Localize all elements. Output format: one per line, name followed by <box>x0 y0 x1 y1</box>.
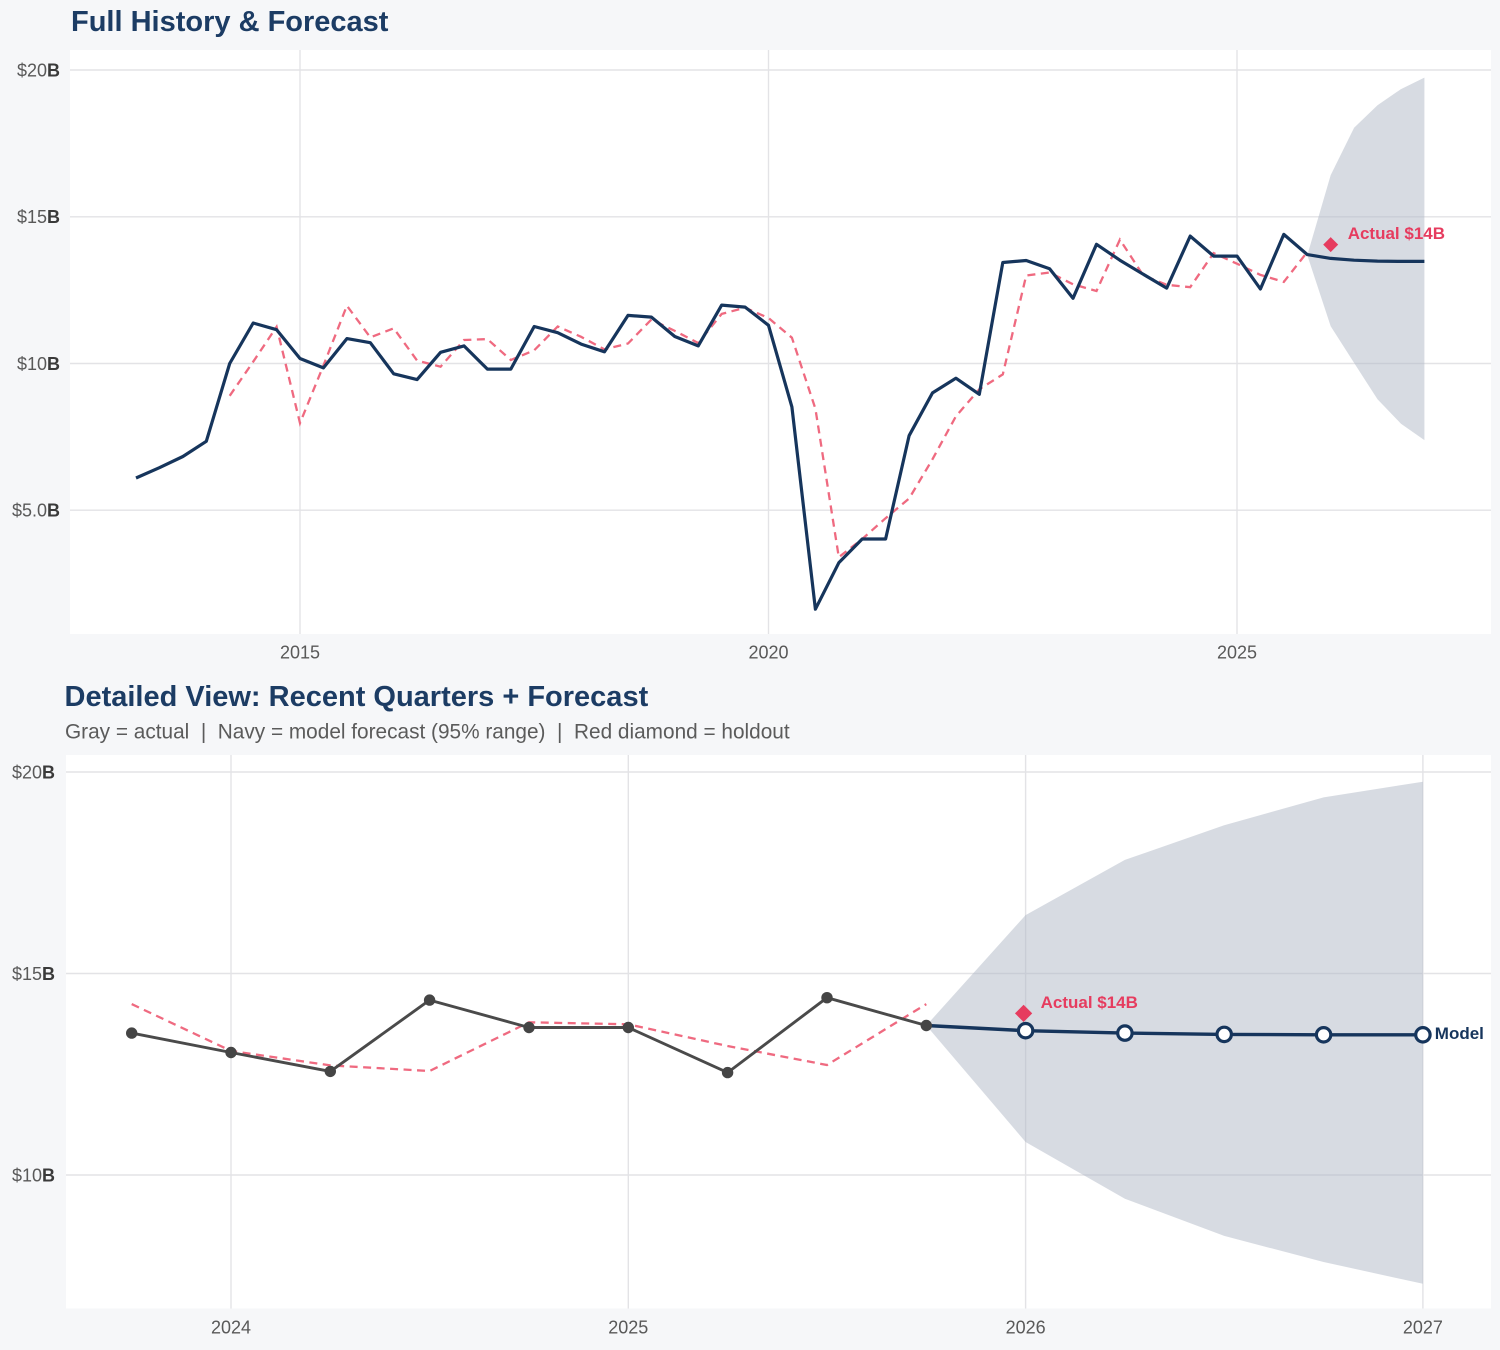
svg-text:2025: 2025 <box>1217 643 1257 663</box>
svg-text:$15B: $15B <box>17 207 60 227</box>
svg-text:2020: 2020 <box>748 643 788 663</box>
svg-text:Model: Model <box>1435 1024 1484 1043</box>
svg-text:$15B: $15B <box>12 964 55 984</box>
svg-text:Actual $14B: Actual $14B <box>1041 993 1138 1012</box>
svg-text:2026: 2026 <box>1006 1318 1046 1338</box>
svg-text:$10B: $10B <box>12 1165 55 1185</box>
svg-text:$10B: $10B <box>17 354 60 374</box>
svg-text:2015: 2015 <box>280 643 320 663</box>
svg-text:2024: 2024 <box>211 1318 251 1338</box>
svg-text:$20B: $20B <box>17 60 60 80</box>
svg-text:Full History & Forecast: Full History & Forecast <box>71 6 389 38</box>
svg-text:Gray = actual | Navy = model: Gray = actual | Navy = model forecast (9… <box>65 721 790 744</box>
svg-text:Detailed View: Recent Quarters: Detailed View: Recent Quarters + Forecas… <box>65 681 649 713</box>
svg-text:$20B: $20B <box>12 762 55 782</box>
svg-text:$5.0B: $5.0B <box>12 501 60 521</box>
svg-text:Actual $14B: Actual $14B <box>1348 224 1445 243</box>
svg-text:2027: 2027 <box>1403 1318 1443 1338</box>
svg-text:2025: 2025 <box>608 1318 648 1338</box>
